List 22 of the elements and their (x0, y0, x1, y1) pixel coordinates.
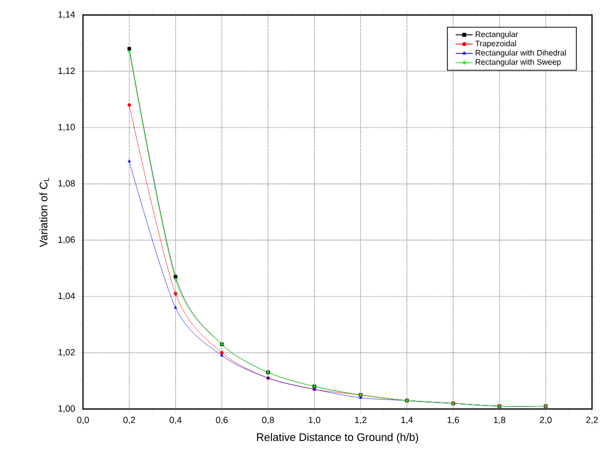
x-tick-label: 0,6 (216, 416, 228, 424)
x-tick-label: 1,6 (448, 416, 460, 424)
y-tick-label: 1,12 (58, 68, 75, 75)
x-tick-label: 0,4 (170, 416, 182, 424)
y-tick-label: 1,14 (58, 11, 75, 19)
y-tick-label: 1,08 (58, 180, 75, 188)
x-tick-label: 2,2 (586, 416, 598, 424)
y-tick-label: 1,04 (58, 292, 75, 300)
x-tick-label: 0,8 (262, 416, 274, 424)
x-tick-label: 1,2 (355, 416, 366, 424)
y-tick-label: 1,06 (58, 236, 75, 244)
x-tick-label: 2,0 (540, 416, 552, 424)
x-tick-label: 1,0 (308, 416, 320, 424)
x-axis-title: Relative Distance to Ground (h/b) (257, 433, 418, 444)
x-tick-label: 1,8 (494, 416, 506, 424)
x-tick-label: 1,4 (401, 416, 413, 424)
x-tick-label: 0,2 (123, 416, 136, 424)
y-tick-label: 1,00 (58, 405, 75, 413)
y-axis-title: Variation of C$_{L}$ (39, 178, 49, 248)
y-tick-label: 1,02 (58, 349, 75, 356)
y-tick-label: 1,10 (58, 124, 75, 132)
x-tick-label: 0,0 (77, 416, 89, 424)
